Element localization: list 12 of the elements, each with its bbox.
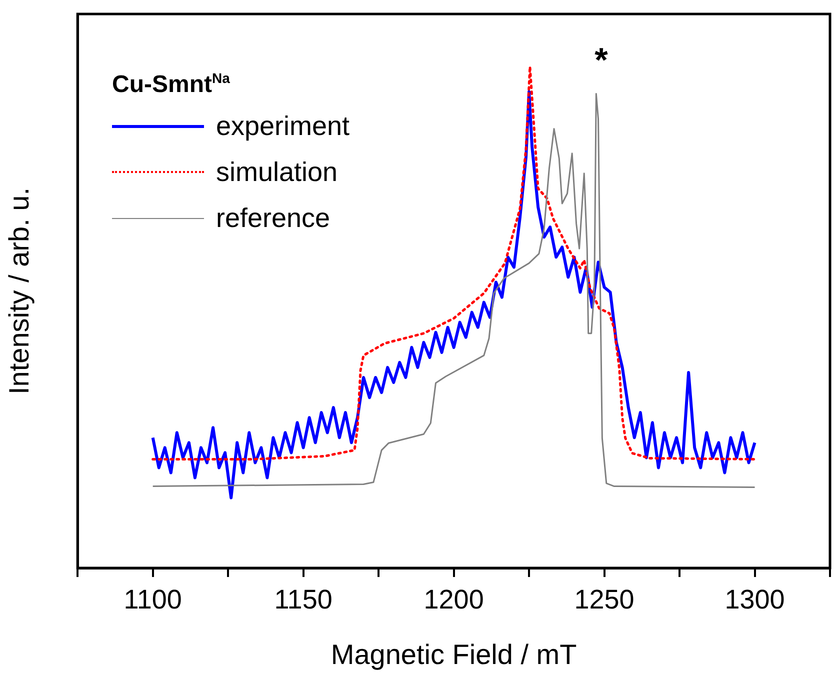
y-axis-title: Intensity / arb. u.	[4, 188, 35, 394]
legend-label: simulation	[216, 156, 338, 188]
x-tick-label: 1100	[124, 584, 182, 615]
legend-label: reference	[216, 202, 330, 234]
x-tick-label: 1250	[574, 584, 634, 615]
legend-label: experiment	[216, 110, 350, 142]
x-tick-label: 1200	[424, 584, 484, 615]
x-tick-label: 1150	[274, 584, 332, 615]
annotation: *	[594, 41, 609, 80]
x-tick-label: 1300	[724, 584, 785, 615]
legend-title: Cu-Smnt$^{Na}$	[112, 70, 231, 99]
x-axis-title: Magnetic Field / mT	[330, 638, 577, 670]
